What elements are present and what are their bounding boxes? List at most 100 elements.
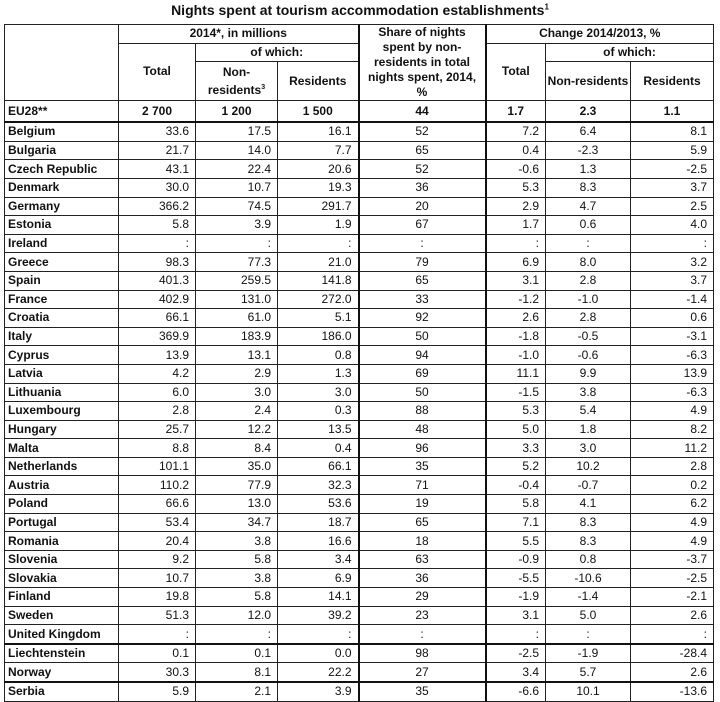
total-cell: 53.4: [118, 512, 196, 533]
ch-nonres-cell: 3.8: [545, 382, 632, 403]
ch-total-cell: -1.2: [484, 289, 547, 310]
total-cell: 51.3: [118, 605, 196, 626]
ch-total-cell: 1.7: [484, 100, 547, 124]
table-row: United Kingdom:::::::: [4, 624, 715, 645]
ch-res-cell: -3.7: [630, 549, 715, 570]
share-cell: 71: [357, 475, 487, 496]
ch-total-cell: 3.3: [484, 438, 547, 458]
res-cell: 141.8: [276, 270, 360, 291]
nonres-cell: 2.4: [195, 401, 278, 421]
total-cell: :: [118, 624, 196, 645]
ch-nonres-cell: 2.8: [545, 270, 632, 291]
table-row: Belgium 33.6 17.5 16.1 52 7.2 6.4 8.1: [4, 121, 715, 142]
table-row: Hungary 25.7 12.2 13.5 48 5.0 1.8 8.2: [4, 419, 715, 440]
ch-nonres-cell: -1.4: [545, 587, 632, 607]
ch-res-cell: 0.6: [630, 308, 715, 328]
ch-res-cell: 6.2: [630, 494, 715, 514]
country-cell: Portugal: [4, 512, 119, 533]
total-cell: 369.9: [118, 326, 196, 347]
header-total: Total: [118, 42, 196, 102]
res-cell: 0.3: [276, 401, 360, 421]
table-row: Italy 369.9 183.9 186.0 50 -1.8 -0.5 -3.1: [4, 326, 715, 347]
country-cell: Cyprus: [4, 345, 119, 365]
total-cell: 66.1: [118, 308, 196, 328]
res-cell: 3.4: [276, 549, 360, 570]
total-cell: 33.6: [118, 121, 196, 142]
nonres-cell: 34.7: [195, 512, 278, 533]
tourism-nights-table: 2014*, in millions Share of nights spent…: [4, 23, 715, 702]
nonres-cell: 22.4: [195, 159, 278, 179]
ch-nonres-cell: :: [545, 624, 632, 645]
table-row: Ireland:::::::: [4, 233, 715, 254]
table-row: EU28** 2 700 1 200 1 500 44 1.7 2.3 1.1: [4, 100, 715, 124]
ch-nonres-cell: 2.3: [545, 100, 632, 124]
nonres-cell: 259.5: [195, 270, 278, 291]
share-cell: 36: [357, 177, 487, 198]
ch-res-cell: 2.6: [630, 662, 715, 683]
nonres-cell: 5.8: [195, 587, 278, 607]
ch-nonres-cell: -1.9: [545, 642, 632, 664]
country-cell: Estonia: [4, 215, 119, 235]
share-cell: 33: [357, 289, 487, 310]
res-cell: 0.4: [276, 438, 360, 458]
ch-nonres-cell: 5.4: [545, 401, 632, 421]
total-cell: 402.9: [118, 289, 196, 310]
nonres-cell: 77.9: [195, 475, 278, 496]
share-cell: 35: [357, 680, 487, 702]
table-row: Lithuania 6.0 3.0 3.0 50 -1.5 3.8 -6.3: [4, 382, 715, 403]
ch-nonres-cell: 3.0: [545, 438, 632, 458]
country-cell: Latvia: [4, 363, 119, 384]
res-cell: 39.2: [276, 605, 360, 626]
ch-nonres-cell: -0.6: [545, 345, 632, 365]
ch-nonres-cell: 5.0: [545, 605, 632, 626]
ch-total-cell: -1.5: [484, 382, 547, 403]
total-cell: 8.8: [118, 438, 196, 458]
ch-res-cell: 4.9: [630, 512, 715, 533]
table-row: Latvia 4.2 2.9 1.3 69 11.1 9.9 13.9: [4, 363, 715, 384]
ch-res-cell: 2.5: [630, 196, 715, 217]
table-row: Spain 401.3 259.5 141.8 65 3.1 2.8 3.7: [4, 270, 715, 291]
nonres-cell: 14.0: [195, 140, 278, 161]
total-cell: 4.2: [118, 363, 196, 384]
header-change-total: Total: [484, 42, 547, 102]
ch-nonres-cell: -2.3: [545, 140, 632, 161]
ch-total-cell: 5.3: [484, 177, 547, 198]
ch-res-cell: -1.4: [630, 289, 715, 310]
title-text: Nights spent at tourism accommodation es…: [171, 2, 545, 18]
share-cell: 52: [357, 159, 487, 179]
ch-res-cell: -28.4: [630, 642, 715, 664]
res-cell: 272.0: [276, 289, 360, 310]
total-cell: 98.3: [118, 252, 196, 272]
country-cell: Finland: [4, 587, 119, 607]
table-row: Serbia 5.9 2.1 3.9 35 -6.6 10.1 -13.6: [4, 680, 715, 702]
ch-total-cell: -1.8: [484, 326, 547, 347]
country-cell: Luxembourg: [4, 401, 119, 421]
country-cell: France: [4, 289, 119, 310]
nonres-cell: 0.1: [195, 642, 278, 664]
ch-nonres-cell: 8.3: [545, 512, 632, 533]
nonres-cell: 17.5: [195, 121, 278, 142]
country-cell: Slovenia: [4, 549, 119, 570]
table-row: Malta 8.8 8.4 0.4 96 3.3 3.0 11.2: [4, 438, 715, 458]
ch-total-cell: 11.1: [484, 363, 547, 384]
table-row: Greece 98.3 77.3 21.0 79 6.9 8.0 3.2: [4, 252, 715, 272]
share-cell: :: [357, 624, 487, 645]
total-cell: 366.2: [118, 196, 196, 217]
total-cell: 401.3: [118, 270, 196, 291]
res-cell: 22.2: [276, 662, 360, 683]
ch-total-cell: 3.1: [484, 605, 547, 626]
share-cell: 36: [357, 568, 487, 589]
share-cell: 50: [357, 382, 487, 403]
res-cell: 0.0: [276, 642, 360, 664]
country-cell: Malta: [4, 438, 119, 458]
header-change-residents: Residents: [630, 61, 715, 102]
country-cell: Austria: [4, 475, 119, 496]
header-change-of-which: of which:: [545, 42, 715, 63]
country-cell: EU28**: [4, 100, 119, 124]
res-cell: 0.8: [276, 345, 360, 365]
ch-res-cell: 8.1: [630, 121, 715, 142]
table-row: Czech Republic 43.1 22.4 20.6 52 -0.6 1.3 -2.5: [4, 159, 715, 179]
ch-res-cell: -2.5: [630, 159, 715, 179]
nonres-cell: 12.2: [195, 419, 278, 440]
country-cell: Hungary: [4, 419, 119, 440]
